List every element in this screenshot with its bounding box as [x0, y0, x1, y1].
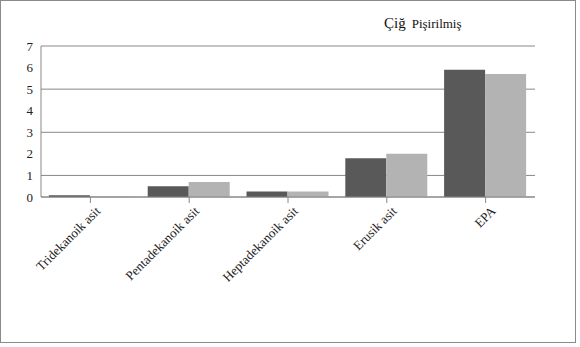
svg-text:5: 5: [27, 82, 34, 97]
svg-text:7: 7: [27, 39, 34, 54]
svg-text:1: 1: [27, 168, 34, 183]
svg-text:Erusik asit: Erusik asit: [350, 203, 400, 253]
svg-text:4: 4: [27, 103, 34, 118]
svg-text:0: 0: [27, 190, 34, 205]
svg-text:EPA: EPA: [471, 203, 499, 231]
svg-text:2: 2: [27, 146, 34, 161]
svg-text:Heptadekanoik asit: Heptadekanoik asit: [220, 203, 302, 285]
html-text:Çiğ Pişirilmiş: Çiğ Pişirilmiş: [384, 15, 462, 31]
svg-text:3: 3: [27, 125, 34, 140]
svg-text:6: 6: [27, 60, 34, 75]
svg-text:Pentadekanoik asit: Pentadekanoik asit: [122, 203, 202, 283]
svg-text:Tridekanoik asit: Tridekanoik asit: [33, 203, 104, 274]
